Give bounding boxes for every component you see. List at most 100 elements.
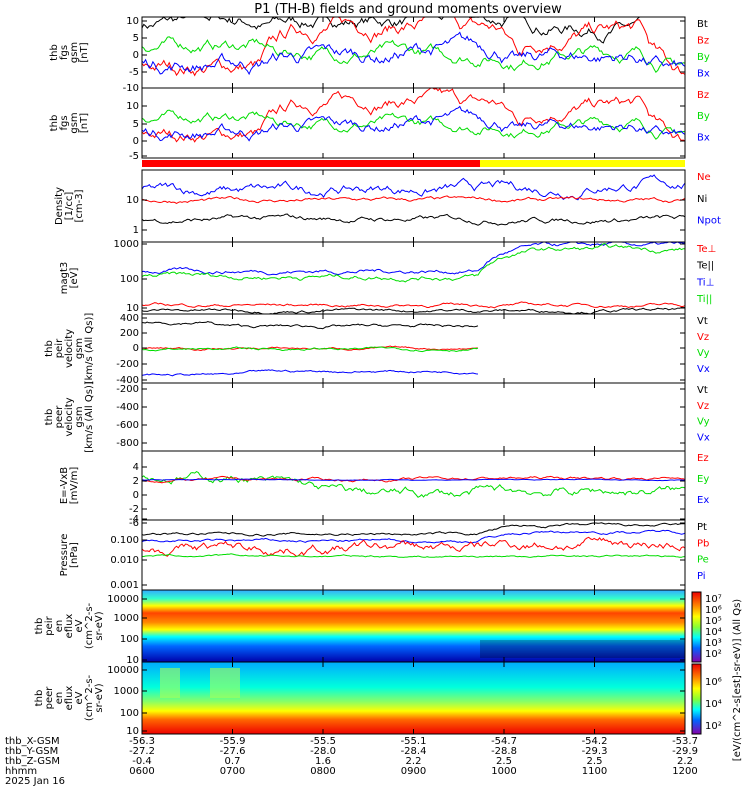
y-tick-label: 100	[120, 708, 139, 719]
y-tick-label: 400	[120, 313, 139, 324]
colorbar-tick: 10²	[705, 721, 722, 732]
npot-series	[141, 174, 686, 201]
y-tick-label: 10	[126, 655, 139, 666]
panel-frame-peerv	[141, 382, 686, 452]
by-series	[141, 36, 686, 73]
y-axis-label: gsm	[74, 338, 85, 359]
ephemeris-label: 2025 Jan 16	[5, 776, 65, 787]
legend-Te⊥: Te⊥	[696, 244, 716, 255]
ephemeris-value: -29.9	[672, 746, 698, 757]
y-axis-label: eflux	[64, 614, 75, 639]
y-tick-label: 10	[126, 101, 139, 112]
legend-Bz: Bz	[697, 36, 709, 47]
ephemeris-value: 2.2	[406, 756, 422, 767]
ephemeris-value: 0.7	[225, 756, 241, 767]
y-tick-label: 1	[133, 225, 139, 236]
colorbar-tick: 10⁴	[705, 699, 722, 710]
mode-bar-fast	[480, 160, 685, 167]
y-tick-label: 0	[133, 50, 139, 61]
y-axis-label: [km/s (All Qs)]	[84, 313, 95, 385]
colorbar-tick: 10⁴	[705, 627, 722, 638]
y-axis-label: sr-eV)	[94, 683, 105, 712]
ephemeris-value: -54.7	[491, 736, 517, 747]
y-tick-label: 0	[133, 490, 139, 501]
y-axis-label: thb	[44, 409, 55, 426]
legend-Pb: Pb	[697, 538, 709, 549]
y-axis-label: [nT]	[79, 42, 90, 62]
y-axis-label: thb	[34, 618, 45, 635]
pe-series	[141, 553, 686, 558]
panel-frame-density	[141, 169, 686, 243]
ephemeris-label: thb_Y-GSM	[5, 746, 58, 757]
x-tick-label: 1200	[672, 766, 697, 777]
x-tick-label: 0800	[310, 766, 335, 777]
legend-Bx: Bx	[697, 132, 710, 143]
y-tick-label: -200	[116, 384, 139, 395]
y-axis-label: thb	[49, 115, 60, 132]
ephemeris-value: 2.5	[496, 756, 512, 767]
y-axis-label: (cm^2-s-	[84, 674, 95, 721]
mode-bar-slow	[142, 160, 480, 167]
legend-Ne: Ne	[697, 172, 711, 183]
pb-series	[141, 536, 686, 557]
ephemeris-value: 1.6	[315, 756, 331, 767]
ti-par-series	[141, 242, 685, 283]
y-tick-label: 5	[133, 119, 139, 130]
legend-Ti⊥: Ti⊥	[696, 277, 714, 288]
y-axis-label: gsm	[74, 406, 85, 427]
y-axis-label: [nPa]	[69, 542, 80, 568]
bz-series	[141, 16, 686, 77]
y-tick-label: 0.001	[110, 580, 139, 591]
y-tick-label: -5	[129, 151, 139, 162]
ephemeris-value: -28.0	[310, 746, 336, 757]
by-series-2	[141, 109, 686, 140]
y-tick-label: 0.100	[110, 535, 139, 546]
x-tick-label: 0600	[129, 766, 154, 777]
y-axis-label: [nT]	[79, 113, 90, 133]
y-tick-label: 10	[126, 16, 139, 27]
legend-By: By	[697, 111, 710, 122]
ephemeris-label: thb_Z-GSM	[5, 756, 60, 767]
x-tick-label: 0900	[401, 766, 426, 777]
bz-series-2	[141, 87, 686, 143]
legend-Pe: Pe	[697, 555, 709, 566]
y-tick-label: 0.010	[110, 555, 139, 566]
y-axis-label: sr-eV)	[94, 611, 105, 640]
ne-series	[141, 195, 686, 204]
ephemeris-value: -55.9	[220, 736, 246, 747]
ephemeris-value: -0.4	[132, 756, 152, 767]
legend-Ez: Ez	[697, 453, 709, 464]
y-axis-label: [mV/m]	[69, 467, 80, 505]
y-tick-label: 10	[126, 303, 139, 314]
peir-noise	[480, 640, 685, 658]
legend-Ti||: Ti||	[696, 294, 712, 305]
y-axis-label: velocity	[64, 329, 75, 368]
ephemeris-value: 2.2	[677, 756, 693, 767]
peer-feature	[160, 668, 180, 698]
ey-series	[141, 471, 686, 498]
y-tick-label: 10000	[107, 665, 139, 676]
ephemeris-value: -55.1	[401, 736, 427, 747]
legend-Bz: Bz	[697, 90, 709, 101]
y-tick-label: -200	[116, 359, 139, 370]
panel-frames	[141, 16, 686, 735]
legend-Vt: Vt	[697, 385, 708, 396]
y-tick-label: 100	[120, 634, 139, 645]
y-tick-label: 4	[133, 462, 139, 473]
y-tick-label: 2	[133, 476, 139, 487]
y-axis-label: fgs	[59, 45, 70, 60]
colorbar-tick: 10⁶	[705, 677, 722, 688]
colorbar-tick: 10⁶	[705, 605, 722, 616]
y-tick-label: 10000	[107, 594, 139, 605]
legend-Ex: Ex	[697, 495, 709, 506]
y-tick-label: -2	[129, 504, 139, 515]
x-tick-label: 0700	[220, 766, 245, 777]
y-axis-label: peer	[44, 686, 55, 710]
pi-series	[141, 529, 686, 544]
y-tick-label: -5	[129, 67, 139, 78]
legend-Vx: Vx	[697, 432, 710, 443]
y-tick-label: 10	[126, 726, 139, 737]
